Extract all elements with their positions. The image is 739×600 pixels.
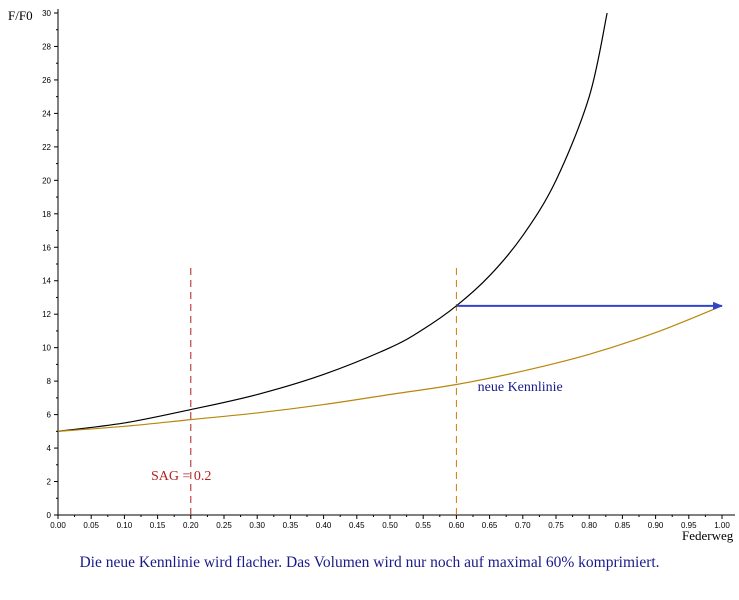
original-curve xyxy=(57,12,608,432)
x-tick-label: 0.50 xyxy=(382,521,398,530)
x-tick-label: 0.15 xyxy=(150,521,166,530)
new-curve xyxy=(57,305,723,432)
y-tick-label: 2 xyxy=(47,478,52,487)
x-tick-label: 0.10 xyxy=(117,521,133,530)
y-axis-title: F/F0 xyxy=(8,8,33,23)
y-tick-label: 16 xyxy=(42,243,51,252)
x-tick-label: 0.30 xyxy=(249,521,265,530)
figure-caption: Die neue Kennlinie wird flacher. Das Vol… xyxy=(79,554,660,571)
x-tick-label: 0.75 xyxy=(548,521,564,530)
x-tick-label: 0.90 xyxy=(648,521,664,530)
x-tick-label: 0.95 xyxy=(681,521,697,530)
y-tick-label: 12 xyxy=(42,310,51,319)
y-tick-label: 22 xyxy=(42,143,51,152)
y-tick-label: 6 xyxy=(47,411,52,420)
y-tick-label: 18 xyxy=(42,210,51,219)
y-tick-label: 0 xyxy=(47,511,52,520)
x-tick-label: 0.25 xyxy=(216,521,232,530)
x-tick-label: 0.45 xyxy=(349,521,365,530)
x-tick-label: 0.85 xyxy=(615,521,631,530)
y-tick-label: 20 xyxy=(42,176,51,185)
x-tick-label: 0.80 xyxy=(581,521,597,530)
sag-annotation: SAG = 0.2 xyxy=(151,469,211,484)
x-tick-label: 0.60 xyxy=(449,521,465,530)
x-tick-label: 0.65 xyxy=(482,521,498,530)
x-tick-label: 0.20 xyxy=(183,521,199,530)
new-curve-annotation: neue Kennlinie xyxy=(478,380,563,395)
x-tick-label: 1.00 xyxy=(714,521,730,530)
x-tick-label: 0.55 xyxy=(415,521,431,530)
y-tick-label: 28 xyxy=(42,42,51,51)
x-tick-label: 0.00 xyxy=(50,521,66,530)
x-tick-label: 0.70 xyxy=(515,521,531,530)
x-axis-title: Federweg xyxy=(682,528,734,543)
y-tick-label: 24 xyxy=(42,109,51,118)
y-tick-label: 30 xyxy=(42,9,51,18)
x-tick-label: 0.35 xyxy=(283,521,299,530)
y-tick-label: 10 xyxy=(42,344,51,353)
x-tick-label: 0.40 xyxy=(316,521,332,530)
y-tick-label: 4 xyxy=(47,444,52,453)
x-tick-label: 0.05 xyxy=(83,521,99,530)
y-tick-label: 8 xyxy=(47,377,52,386)
y-tick-label: 26 xyxy=(42,76,51,85)
y-tick-label: 14 xyxy=(42,277,51,286)
